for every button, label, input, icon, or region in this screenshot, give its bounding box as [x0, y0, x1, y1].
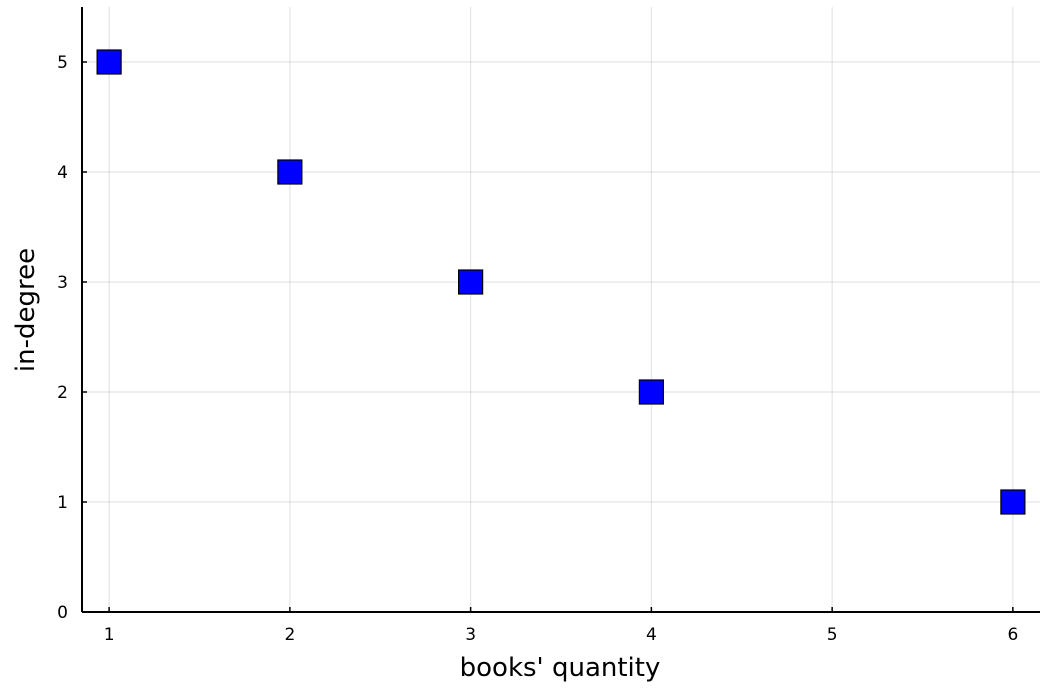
y-tick-label: 3	[57, 273, 68, 293]
data-point-square	[1000, 489, 1026, 515]
y-tick-label: 2	[57, 383, 68, 403]
grid	[82, 7, 1040, 613]
x-tick-label: 2	[284, 625, 295, 645]
x-tick-label: 3	[465, 625, 476, 645]
y-tick-label: 1	[57, 493, 68, 513]
x-tick-label: 5	[827, 625, 838, 645]
y-tick-label: 0	[57, 603, 68, 623]
ticks: 1 2 3 4 5 6 0 1 2 3 4 5	[57, 53, 1018, 645]
axes	[81, 7, 1040, 613]
data-point-square	[458, 269, 484, 295]
x-axis-title: books' quantity	[460, 653, 661, 683]
y-tick-label: 4	[57, 163, 68, 183]
data-point-square	[638, 379, 664, 405]
data-points	[96, 49, 1026, 515]
data-point-square	[96, 49, 122, 75]
y-tick-label: 5	[57, 53, 68, 73]
data-point-square	[277, 159, 303, 185]
x-tick-label: 4	[646, 625, 657, 645]
y-axis-title: in-degree	[11, 248, 41, 372]
x-tick-label: 1	[104, 625, 115, 645]
x-tick-label: 6	[1007, 625, 1018, 645]
